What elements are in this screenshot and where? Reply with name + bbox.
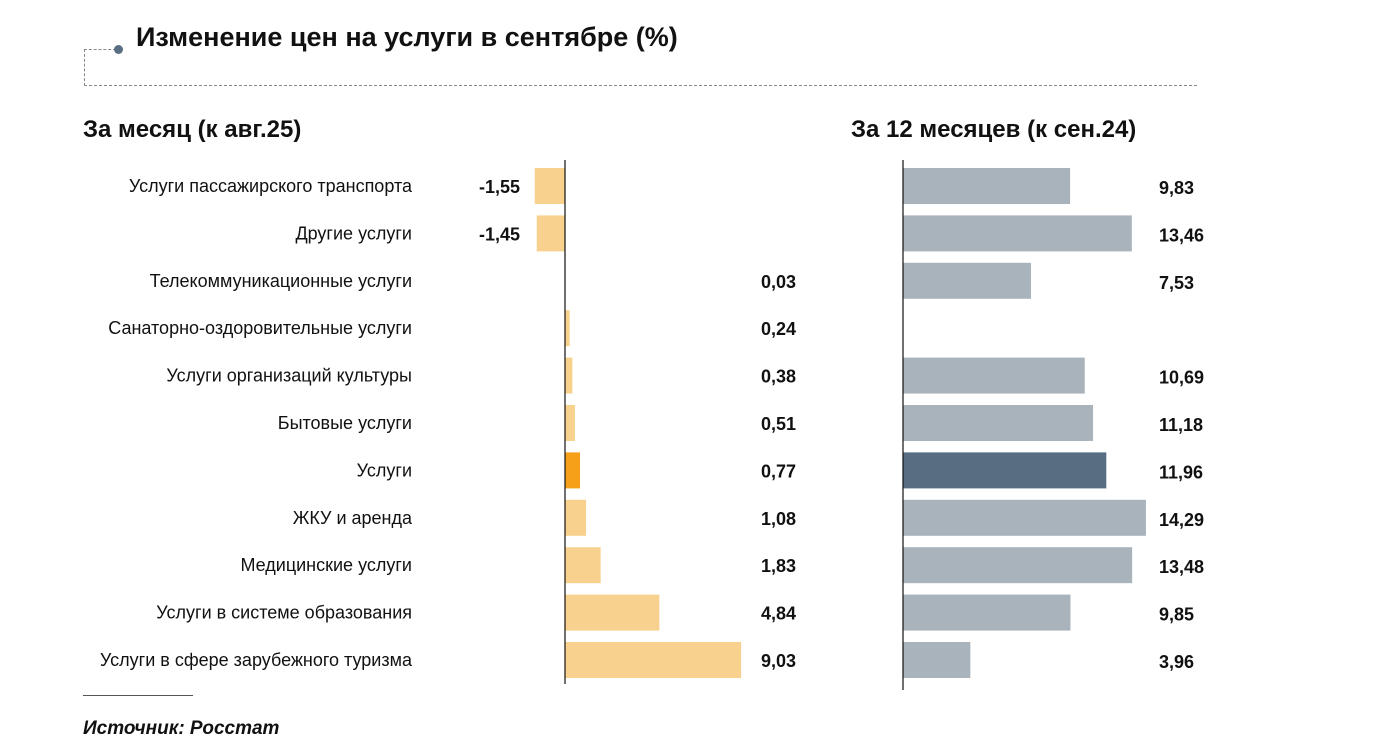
category-label: Услуги [357, 460, 412, 480]
year-bar [903, 215, 1132, 252]
year-bar [903, 405, 1094, 441]
month-value-label: 0,77 [761, 461, 796, 481]
year-bar [903, 168, 1071, 204]
title-frame-top [84, 49, 116, 50]
month-bar [565, 357, 573, 394]
month-bar [565, 310, 570, 347]
year-value-label: 3,96 [1159, 652, 1194, 672]
month-value-label: 0,51 [761, 414, 796, 434]
category-label: Телекоммуникационные услуги [150, 271, 412, 291]
page-title: Изменение цен на услуги в сентябре (%) [136, 22, 678, 52]
category-label: Услуги организаций культуры [166, 366, 412, 386]
source-divider [83, 695, 193, 696]
year-bar [903, 357, 1085, 394]
month-value-label: 0,38 [761, 367, 796, 387]
year-value-label: 9,85 [1159, 605, 1194, 625]
year-value-label: 14,29 [1159, 510, 1204, 530]
right-chart-title: За 12 месяцев (к сен.24) [851, 116, 1137, 143]
month-bar [536, 215, 565, 252]
category-label: Услуги в системе образования [156, 603, 412, 623]
category-label: Бытовые услуги [278, 413, 412, 433]
year-bar [903, 547, 1133, 584]
month-value-label: -1,45 [479, 224, 520, 244]
year-value-label: 9,83 [1159, 178, 1194, 198]
category-label: Услуги пассажирского транспорта [129, 176, 413, 196]
month-bar [565, 594, 660, 631]
month-value-label: 0,03 [761, 272, 796, 292]
month-value-label: 1,08 [761, 509, 796, 529]
year-value-label: 10,69 [1159, 368, 1204, 388]
category-label: Другие услуги [295, 223, 412, 243]
year-bar [903, 452, 1107, 489]
month-bar [565, 642, 742, 678]
source-note: Источник: Росстат [83, 718, 280, 739]
month-value-label: 1,83 [761, 556, 796, 576]
month-value-label: 4,84 [761, 604, 796, 624]
category-label: Услуги в сфере зарубежного туризма [100, 650, 413, 670]
category-label: Санаторно-оздоровительные услуги [108, 318, 412, 338]
month-bar [565, 547, 601, 584]
year-bar [903, 642, 971, 678]
left-chart-title: За месяц (к авг.25) [83, 116, 302, 143]
year-bar [903, 262, 1032, 299]
month-bar [534, 168, 565, 204]
month-value-label: 9,03 [761, 651, 796, 671]
title-dot [114, 45, 123, 54]
month-bar [565, 452, 581, 489]
title-frame [84, 49, 1197, 86]
month-bar [565, 405, 575, 441]
year-value-label: 13,46 [1159, 225, 1204, 245]
month-value-label: 0,24 [761, 319, 796, 339]
category-label: Медицинские услуги [240, 555, 412, 575]
month-value-label: -1,55 [479, 177, 520, 197]
year-value-label: 7,53 [1159, 273, 1194, 293]
year-value-label: 13,48 [1159, 557, 1204, 577]
year-bar [903, 594, 1071, 631]
month-bar [565, 499, 587, 536]
year-value-label: 11,18 [1159, 415, 1203, 435]
category-label: ЖКУ и аренда [293, 508, 413, 528]
year-bar [903, 499, 1146, 536]
year-value-label: 11,96 [1159, 462, 1203, 482]
